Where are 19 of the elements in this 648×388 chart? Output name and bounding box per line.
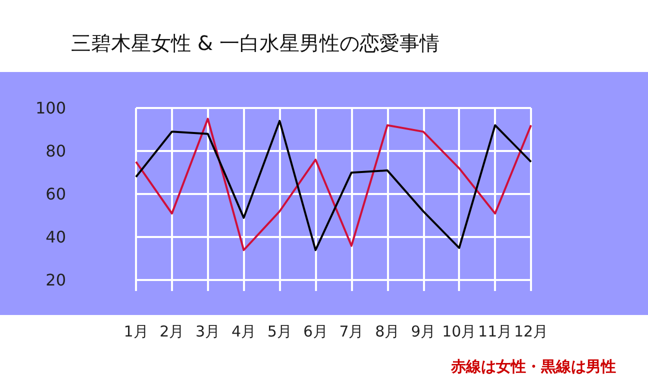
y-tick-label: 40 — [46, 228, 66, 247]
text: 赤線は女性・黒線は男性 — [450, 358, 616, 376]
x-tick-label: 7月 — [339, 322, 364, 340]
x-tick-label: 10月 — [442, 322, 476, 340]
y-tick-label: 100 — [35, 98, 66, 118]
y-tick-label: 20 — [46, 270, 66, 290]
x-tick-label: 2月 — [160, 322, 184, 340]
x-tick-label: 12月 — [514, 322, 548, 340]
x-tick-label: 9月 — [411, 322, 436, 340]
x-tick-label: 5月 — [267, 322, 292, 340]
x-tick-label: 11月 — [478, 322, 512, 340]
chart-title: 三碧木星女性 & 一白水星男性の恋愛事情 — [71, 31, 440, 55]
x-tick-label: 3月 — [196, 322, 220, 340]
x-tick-label: 8月 — [375, 322, 400, 340]
x-tick-label: 6月 — [303, 322, 328, 340]
y-tick-label: 80 — [46, 142, 66, 161]
y-tick-label: 60 — [46, 184, 66, 204]
x-tick-label: 1月 — [124, 322, 148, 340]
x-tick-label: 4月 — [231, 322, 256, 340]
